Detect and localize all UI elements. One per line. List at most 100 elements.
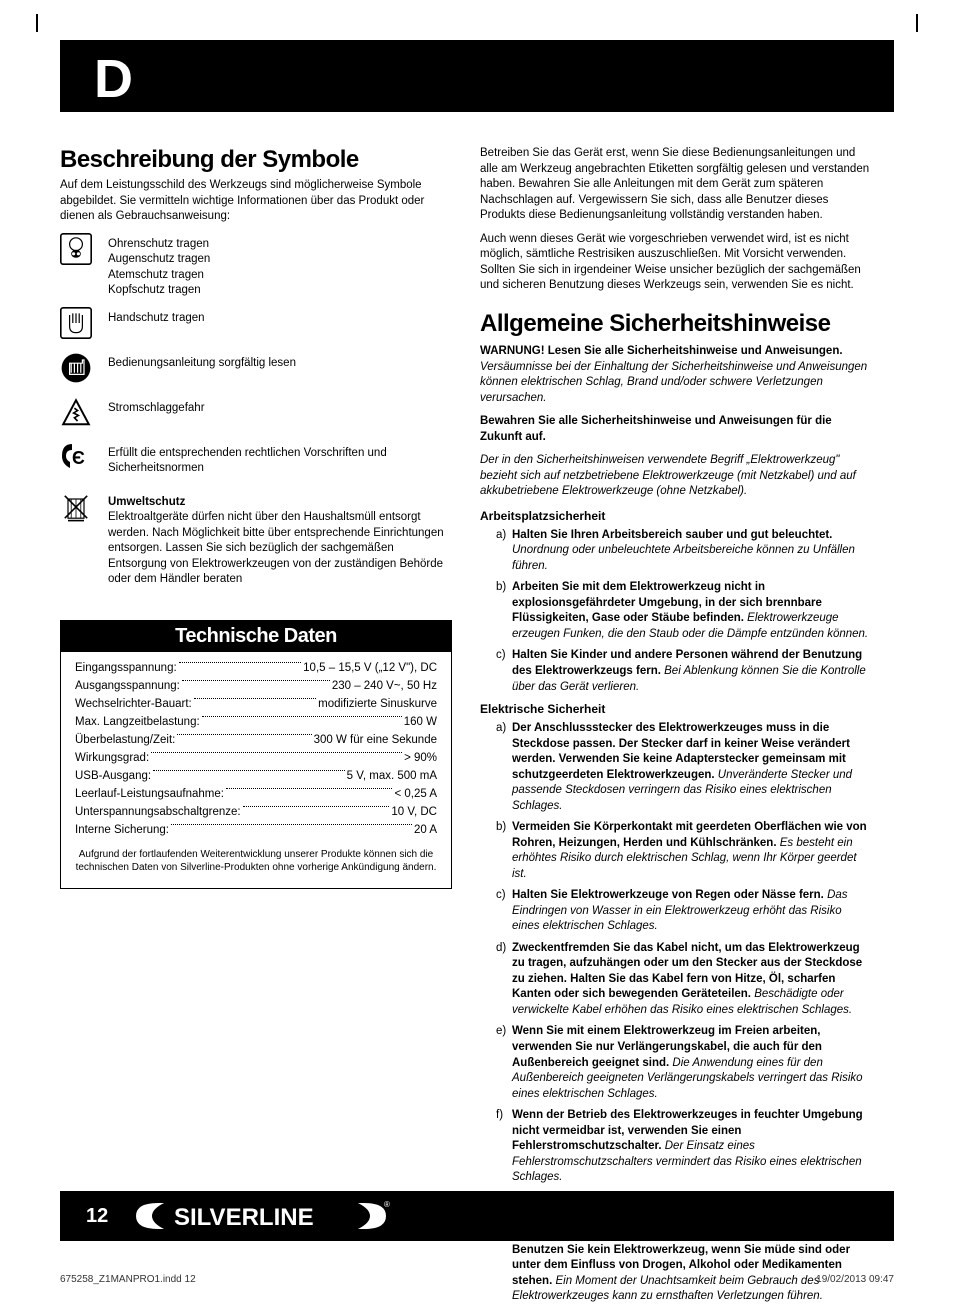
symbol-text: Handschutz tragen [96,307,205,327]
symbol-heading: Umweltschutz [108,495,452,511]
language-bar: D [60,40,894,112]
list-item: f)Wenn der Betrieb des Elektrowerkzeuges… [496,1108,872,1186]
list-letter: d) [496,941,512,1019]
footer-meta: 675258_Z1MANPRO1.indd 12 19/02/2013 09:4… [60,1274,894,1285]
symbols-title: Beschreibung der Symbole [60,146,452,174]
list-text: Halten Sie Ihren Arbeitsbereich sauber u… [512,528,872,575]
list-letter: f) [496,1108,512,1186]
tech-dots [177,734,311,735]
tech-dots [194,698,316,699]
tech-row: Wirkungsgrad: > 90% [75,752,437,764]
tech-value: 10,5 – 15,5 V („12 V"), DC [303,662,437,674]
symbol-line: Kopfschutz tragen [108,283,210,299]
tech-row: Eingangsspannung: 10,5 – 15,5 V („12 V"),… [75,662,437,674]
symbol-text: Erfüllt die entsprechenden rechtlichen V… [96,442,452,477]
tech-value: 160 W [404,716,437,728]
list-bold: Halten Sie Ihren Arbeitsbereich sauber u… [512,529,832,541]
tech-row: Ausgangsspannung: 230 – 240 V~, 50 Hz [75,680,437,692]
symbol-row: Handschutz tragen [60,307,452,344]
tech-value: 230 – 240 V~, 50 Hz [332,680,437,692]
symbol-line: Elektroaltgeräte dürfen nicht über den H… [108,510,452,588]
list-letter: e) [496,1024,512,1102]
tech-label: Unterspannungsabschaltgrenze: [75,806,241,818]
list-text: Der Anschlussstecker des Elektrowerkzeug… [512,721,872,814]
tech-value: 5 V, max. 500 mA [347,770,437,782]
symbol-row: UmweltschutzElektroaltgeräte dürfen nich… [60,491,452,588]
symbol-line: Bedienungsanleitung sorgfältig lesen [108,356,296,372]
symbol-icon [60,352,96,389]
tech-value: 20 A [414,824,437,836]
symbol-icon [60,397,96,434]
symbol-line: Stromschlaggefahr [108,401,205,417]
footer-bar: 12 SILVERLINE ® [60,1191,894,1241]
symbol-text: Ohrenschutz tragenAugenschutz tragenAtem… [96,233,210,299]
list-text: Vermeiden Sie Körperkontakt mit geerdete… [512,820,872,882]
section-heading: Elektrische Sicherheit [480,701,872,717]
crop-mark-right [916,14,918,32]
right-column: Betreiben Sie das Gerät erst, wenn Sie d… [480,146,872,1311]
symbol-icon [60,491,96,528]
tech-row: Überbelastung/Zeit: 300 W für eine Sekund… [75,734,437,746]
tech-dots [151,752,402,753]
tech-row: USB-Ausgang:5 V, max. 500 mA [75,770,437,782]
tech-label: Leerlauf-Leistungsaufnahme: [75,788,224,800]
svg-text:SILVERLINE: SILVERLINE [174,1204,314,1231]
list-item: e)Wenn Sie mit einem Elektrowerkzeug im … [496,1024,872,1102]
safety-title: Allgemeine Sicherheitshinweise [480,308,872,340]
intro-para: Betreiben Sie das Gerät erst, wenn Sie d… [480,146,872,224]
list-item: c)Halten Sie Elektrowerkzeuge von Regen … [496,888,872,935]
list-item: a)Halten Sie Ihren Arbeitsbereich sauber… [496,528,872,575]
section-list: a)Halten Sie Ihren Arbeitsbereich sauber… [480,528,872,695]
list-letter: a) [496,528,512,575]
tech-value: modifizierte Sinuskurve [318,698,437,710]
tech-dots [243,806,390,807]
warning-italic: Versäumnisse bei der Einhaltung der Sich… [480,361,867,404]
symbol-text: Stromschlaggefahr [96,397,205,417]
symbol-text: Bedienungsanleitung sorgfältig lesen [96,352,296,372]
tech-spec-title: Technische Daten [61,621,451,652]
tech-row: Interne Sicherung: 20 A [75,824,437,836]
tech-value: 300 W für eine Sekunde [314,734,437,746]
tech-label: Eingangsspannung: [75,662,177,674]
tech-row: Unterspannungsabschaltgrenze: 10 V, DC [75,806,437,818]
svg-text:Є: Є [72,448,85,468]
tech-value: > 90% [404,752,437,764]
tech-label: Max. Langzeitbelastung: [75,716,200,728]
list-letter: c) [496,648,512,695]
symbol-text: UmweltschutzElektroaltgeräte dürfen nich… [96,491,452,588]
list-text: Halten Sie Elektrowerkzeuge von Regen od… [512,888,872,935]
tech-label: Wechselrichter-Bauart: [75,698,192,710]
list-text: Arbeiten Sie mit dem Elektrowerkzeug nic… [512,580,872,642]
definition-italic: Der in den Sicherheitshinweisen verwende… [480,453,872,500]
tech-label: Interne Sicherung: [75,824,169,836]
file-date: 19/02/2013 09:47 [816,1274,894,1285]
intro-para: Auch wenn dieses Gerät wie vorgeschriebe… [480,232,872,294]
section-list: a)Der Anschlussstecker des Elektrowerkze… [480,721,872,1185]
tech-label: Ausgangsspannung: [75,680,180,692]
symbols-intro: Auf dem Leistungsschild des Werkzeugs si… [60,178,452,225]
brand-logo: SILVERLINE ® [134,1199,394,1233]
tech-value: 10 V, DC [391,806,437,818]
symbol-row: Bedienungsanleitung sorgfältig lesen [60,352,452,389]
list-item: b)Arbeiten Sie mit dem Elektrowerkzeug n… [496,580,872,642]
tech-label: Wirkungsgrad: [75,752,149,764]
warning-bold: WARNUNG! Lesen Sie alle Sicherheitshinwe… [480,345,843,357]
file-name: 675258_Z1MANPRO1.indd 12 [60,1274,196,1285]
left-column: Beschreibung der Symbole Auf dem Leistun… [60,146,452,1311]
tech-value: < 0,25 A [394,788,437,800]
keep-instructions: Bewahren Sie alle Sicherheitshinweise un… [480,414,872,445]
list-italic: Unordnung oder unbeleuchtete Arbeitsbere… [512,544,855,572]
symbol-line: Augenschutz tragen [108,252,210,268]
list-letter: b) [496,820,512,882]
tech-dots [171,824,412,825]
symbol-icon: Є [60,442,96,483]
tech-spec-box: Technische Daten Eingangsspannung: 10,5 –… [60,620,452,889]
list-text: Halten Sie Kinder und andere Personen wä… [512,648,872,695]
symbol-icon [60,233,96,270]
svg-text:®: ® [384,1200,390,1209]
list-text: Zweckentfremden Sie das Kabel nicht, um … [512,941,872,1019]
symbol-row: Ohrenschutz tragenAugenschutz tragenAtem… [60,233,452,299]
tech-label: Überbelastung/Zeit: [75,734,175,746]
list-item: d)Zweckentfremden Sie das Kabel nicht, u… [496,941,872,1019]
list-letter: a) [496,721,512,814]
